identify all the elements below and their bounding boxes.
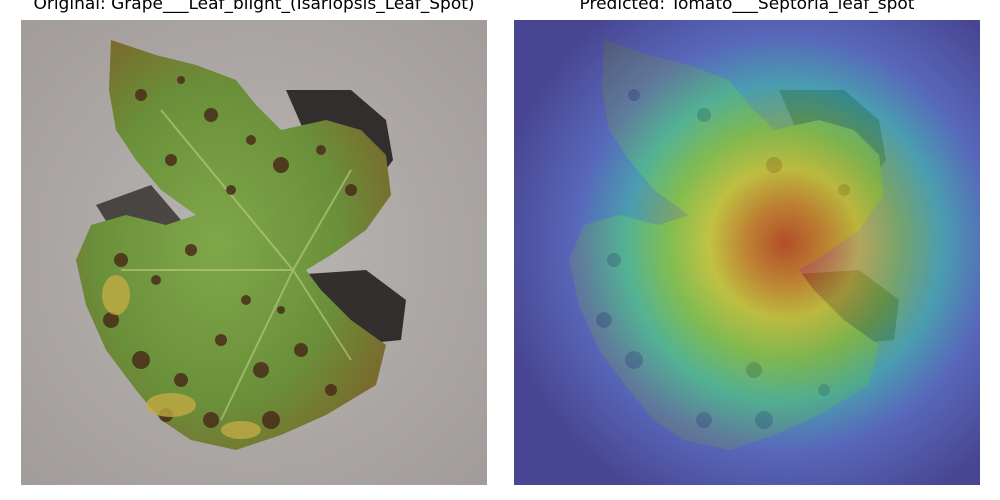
- original-leaf-image: [21, 20, 487, 485]
- gradcam-heatmap-image: [514, 20, 980, 485]
- predicted-image-title: Predicted: Tomato___Septoria_leaf_spot: [579, 0, 915, 14]
- attention-heatmap: [514, 20, 980, 485]
- original-image-title: Original: Grape___Leaf_blight_(Isariopsi…: [33, 0, 475, 14]
- original-leaf-svg: [21, 20, 487, 485]
- heatmap-svg: [514, 20, 980, 485]
- grape-leaf: [76, 40, 391, 450]
- leaf-blight-spots: [103, 76, 357, 429]
- leaf-yellowing: [102, 275, 261, 439]
- leaf-veins: [121, 109, 352, 421]
